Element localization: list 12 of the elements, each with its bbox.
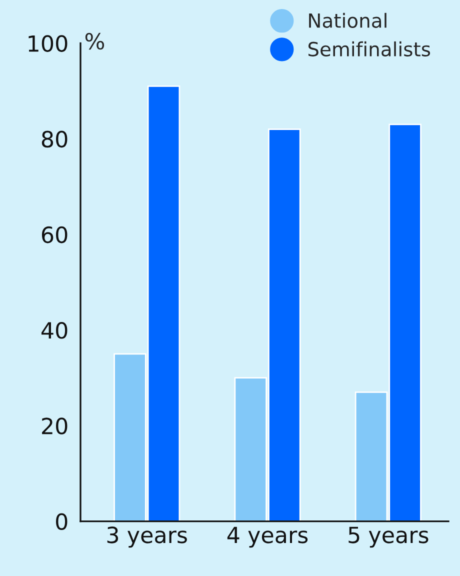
x-tick-label: 5 years: [348, 526, 428, 548]
y-axis-title: %: [85, 32, 104, 50]
y-tick-label: 40: [42, 322, 68, 339]
y-tick-label: 80: [42, 130, 68, 148]
legend-label: National: [309, 12, 386, 28]
x-tick-label: 3 years: [107, 526, 187, 548]
y-tick-label: 0: [56, 513, 68, 530]
y-tick-label: 100: [28, 35, 68, 52]
y-tick-label: 20: [42, 418, 68, 434]
x-tick-label: 4 years: [227, 526, 308, 548]
y-tick-label: 60: [42, 226, 68, 244]
legend-label: Semifinalists: [308, 41, 430, 56]
